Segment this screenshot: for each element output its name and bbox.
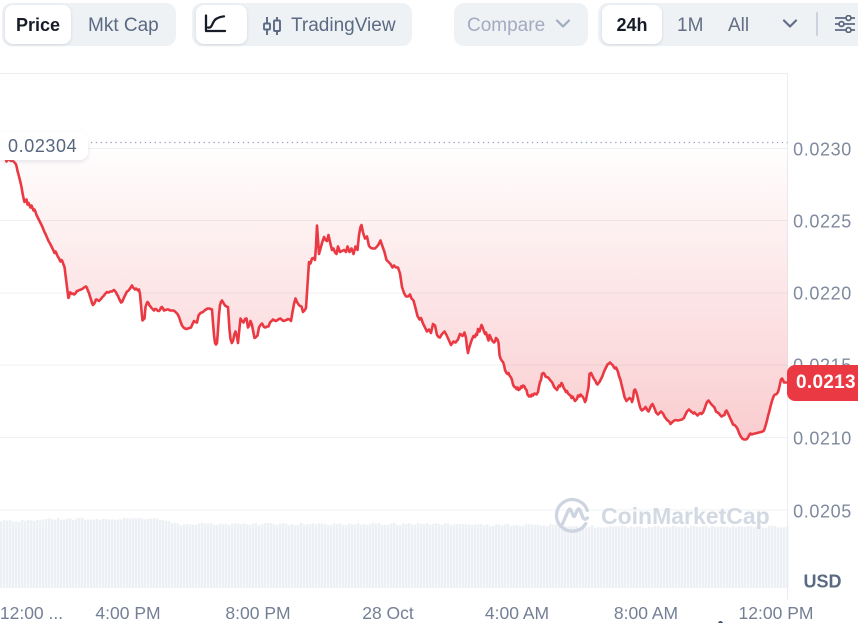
svg-text:CoinMarketCap: CoinMarketCap: [601, 503, 770, 529]
